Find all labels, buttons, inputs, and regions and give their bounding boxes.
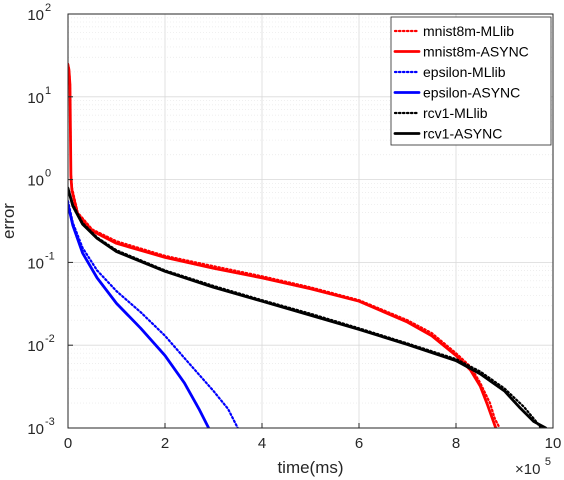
x-axis-ticks: 0 2 4 6 8 10 [64,423,562,452]
y-tick-base: 10 [27,7,44,24]
legend-label-epsilon-MLlib: epsilon-MLlib [423,64,506,80]
x-axis-label: time(ms) [277,458,343,477]
legend-box [390,16,552,146]
y-tick-exponent: -3 [45,416,55,428]
legend-label-mnist8m-MLlib: mnist8m-MLlib [423,23,514,39]
x-multiplier-exponent: 5 [545,456,551,468]
series-line-rcv1-ASYNC [68,187,548,428]
x-tick-label: 2 [161,435,169,452]
legend-label-rcv1-MLlib: rcv1-MLlib [423,105,488,121]
plot-frame [67,13,554,429]
series-line-epsilon-MLlib [68,200,239,428]
x-axis-multiplier: ×10 5 [515,456,551,478]
legend-label-mnist8m-ASYNC: mnist8m-ASYNC [423,44,529,60]
x-tick-label: 6 [355,435,363,452]
y-tick-base: 10 [27,90,44,107]
legend-label-rcv1-ASYNC: rcv1-ASYNC [423,126,502,142]
y-tick-exponent: 0 [45,168,51,180]
y-tick-label: 10 -3 [27,416,54,438]
x-tick-label: 8 [452,435,460,452]
x-tick-label: 10 [545,435,562,452]
series-group [68,62,548,428]
y-tick-label: 10 -2 [27,333,54,355]
y-axis-label: error [0,203,18,239]
y-tick-label: 10 1 [27,85,51,107]
y-tick-base: 10 [27,338,44,355]
x-multiplier-base: ×10 [515,461,540,478]
legend: mnist8m-MLlib mnist8m-ASYNC epsilon-MLlib e… [390,16,552,146]
y-tick-exponent: -1 [45,250,55,262]
y-tick-label: 10 2 [27,2,51,24]
y-tick-exponent: 2 [45,2,51,14]
series-line-epsilon-ASYNC [68,203,211,428]
x-tick-label: 4 [258,435,266,452]
y-tick-label: 10 0 [27,168,51,190]
y-tick-exponent: 1 [45,85,51,97]
y-tick-base: 10 [27,255,44,272]
y-tick-base: 10 [27,173,44,190]
x-tick-label: 0 [64,435,72,452]
y-tick-label: 10 -1 [27,250,54,272]
legend-label-epsilon-ASYNC: epsilon-ASYNC [423,85,520,101]
y-tick-base: 10 [27,421,44,438]
y-tick-exponent: -2 [45,333,55,345]
series-line-mnist8m-ASYNC [68,63,498,428]
